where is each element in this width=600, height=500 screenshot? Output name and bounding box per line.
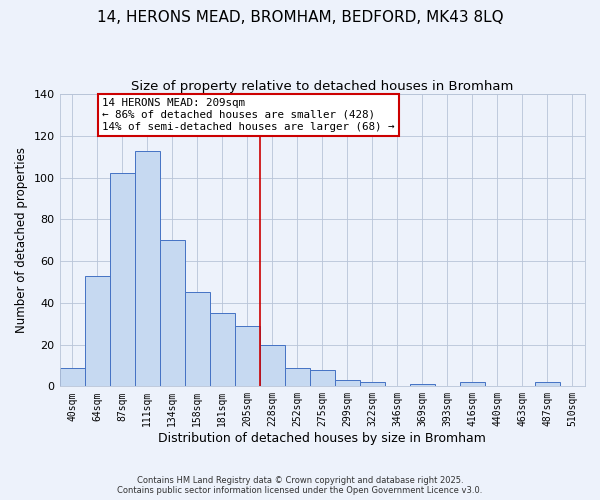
Bar bbox=[134, 150, 160, 386]
Bar bbox=[160, 240, 185, 386]
Bar bbox=[535, 382, 560, 386]
Bar bbox=[335, 380, 360, 386]
Bar bbox=[260, 344, 285, 387]
Bar bbox=[209, 314, 235, 386]
Bar bbox=[285, 368, 310, 386]
Bar bbox=[310, 370, 335, 386]
Title: Size of property relative to detached houses in Bromham: Size of property relative to detached ho… bbox=[131, 80, 514, 93]
Text: 14, HERONS MEAD, BROMHAM, BEDFORD, MK43 8LQ: 14, HERONS MEAD, BROMHAM, BEDFORD, MK43 … bbox=[97, 10, 503, 25]
Text: Contains HM Land Registry data © Crown copyright and database right 2025.
Contai: Contains HM Land Registry data © Crown c… bbox=[118, 476, 482, 495]
Bar bbox=[185, 292, 209, 386]
Y-axis label: Number of detached properties: Number of detached properties bbox=[15, 147, 28, 333]
X-axis label: Distribution of detached houses by size in Bromham: Distribution of detached houses by size … bbox=[158, 432, 486, 445]
Bar bbox=[460, 382, 485, 386]
Bar bbox=[410, 384, 435, 386]
Bar bbox=[59, 368, 85, 386]
Bar bbox=[110, 174, 134, 386]
Text: 14 HERONS MEAD: 209sqm
← 86% of detached houses are smaller (428)
14% of semi-de: 14 HERONS MEAD: 209sqm ← 86% of detached… bbox=[102, 98, 395, 132]
Bar bbox=[360, 382, 385, 386]
Bar bbox=[235, 326, 260, 386]
Bar bbox=[85, 276, 110, 386]
